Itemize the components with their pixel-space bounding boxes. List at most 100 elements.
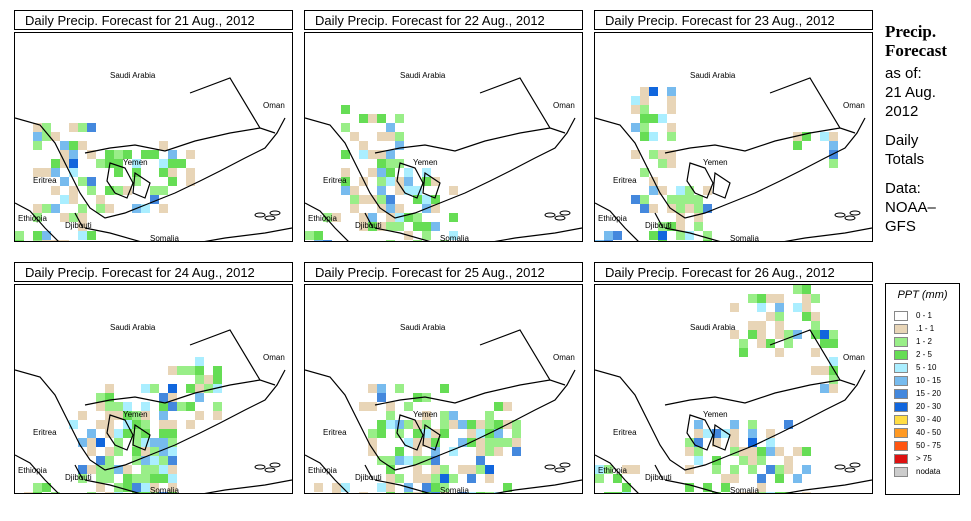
border-line xyxy=(396,414,424,451)
precip-cell xyxy=(395,474,404,483)
country-label-eritrea: Eritrea xyxy=(613,428,637,437)
island-outline xyxy=(834,464,846,470)
precip-cell xyxy=(658,150,667,159)
precip-cell xyxy=(703,231,712,240)
precip-cell xyxy=(784,456,793,465)
precip-cell xyxy=(150,195,159,204)
precip-cell xyxy=(503,483,512,492)
precip-cell xyxy=(114,465,123,474)
precip-cell xyxy=(485,411,494,420)
precip-cell xyxy=(631,105,640,114)
legend-swatch xyxy=(894,402,908,412)
map-canvas: Saudi Arabia Oman Yemen Eritrea Ethiopia Djib… xyxy=(15,323,292,493)
precip-cell xyxy=(168,438,177,447)
precip-cell xyxy=(811,312,820,321)
precip-cell xyxy=(368,429,377,438)
precip-cell xyxy=(96,195,105,204)
precip-cell xyxy=(694,222,703,231)
precip-cell xyxy=(51,492,60,493)
precip-cell xyxy=(640,168,649,177)
legend-swatch xyxy=(894,337,908,347)
precip-cell xyxy=(33,204,42,213)
precip-cell xyxy=(141,384,150,393)
legend-label: .1 - 1 xyxy=(916,324,935,333)
precip-cell xyxy=(595,465,604,474)
precip-cell xyxy=(685,204,694,213)
precip-cell xyxy=(721,429,730,438)
precip-cell xyxy=(33,492,42,493)
precip-cell xyxy=(368,168,377,177)
precip-cell xyxy=(748,492,757,493)
precip-cell xyxy=(802,447,811,456)
precip-cell xyxy=(350,186,359,195)
precip-cell xyxy=(386,168,395,177)
precip-cell xyxy=(186,384,195,393)
country-label-djibouti: Djibouti xyxy=(65,473,92,482)
precip-cell xyxy=(802,294,811,303)
precip-cell xyxy=(150,483,159,492)
precip-cell xyxy=(33,240,42,241)
precip-cell xyxy=(42,483,51,492)
precip-cell xyxy=(359,492,368,493)
legend-swatch xyxy=(894,376,908,386)
precip-cell xyxy=(757,294,766,303)
precip-cell xyxy=(649,231,658,240)
precip-cell xyxy=(386,213,395,222)
data-source-model: GFS xyxy=(885,218,916,235)
precip-cell xyxy=(748,330,757,339)
precip-cell xyxy=(368,195,377,204)
precip-cell xyxy=(595,474,604,483)
precip-cell xyxy=(60,150,69,159)
precip-cell xyxy=(413,438,422,447)
precip-cell xyxy=(123,402,132,411)
precip-cell xyxy=(87,465,96,474)
precip-cell xyxy=(186,177,195,186)
precip-cell xyxy=(413,474,422,483)
precip-cell xyxy=(422,474,431,483)
precip-cell xyxy=(458,465,467,474)
precip-cell xyxy=(186,150,195,159)
precip-cell xyxy=(195,357,204,366)
precip-cell xyxy=(440,483,449,492)
precip-cell xyxy=(422,177,431,186)
border-line xyxy=(374,379,551,406)
precip-cell xyxy=(377,483,386,492)
border-line xyxy=(595,369,866,471)
border-line xyxy=(132,171,151,199)
precip-cell xyxy=(168,429,177,438)
country-label-yemen: Yemen xyxy=(413,410,438,419)
precip-cell xyxy=(386,240,395,241)
precip-cell xyxy=(159,159,168,168)
precip-cell xyxy=(820,132,829,141)
border-line xyxy=(84,379,261,406)
precip-cell xyxy=(150,492,159,493)
country-label-eritrea: Eritrea xyxy=(33,176,57,185)
precip-cell xyxy=(703,429,712,438)
precip-cell xyxy=(766,465,775,474)
border-line xyxy=(305,369,576,471)
country-label-saudi: Saudi Arabia xyxy=(400,71,446,80)
precip-cell xyxy=(186,168,195,177)
precip-cell xyxy=(748,438,757,447)
precip-cell xyxy=(377,177,386,186)
precip-cell xyxy=(195,366,204,375)
precip-cell xyxy=(476,429,485,438)
border-line xyxy=(189,77,276,134)
precip-cell xyxy=(748,294,757,303)
precip-cell xyxy=(413,240,422,241)
precip-cell xyxy=(485,420,494,429)
precip-cell xyxy=(512,447,521,456)
precip-cell xyxy=(42,168,51,177)
precip-cell xyxy=(141,204,150,213)
border-line xyxy=(664,227,872,241)
island-outline xyxy=(264,215,276,221)
country-label-yemen: Yemen xyxy=(123,410,148,419)
island-outline xyxy=(849,462,861,468)
precip-cell xyxy=(503,438,512,447)
precip-cell xyxy=(512,438,521,447)
precip-cell xyxy=(730,303,739,312)
precip-cell xyxy=(649,132,658,141)
precip-cell xyxy=(105,420,114,429)
precip-cell xyxy=(640,195,649,204)
asof-date: 21 Aug. xyxy=(885,84,936,101)
